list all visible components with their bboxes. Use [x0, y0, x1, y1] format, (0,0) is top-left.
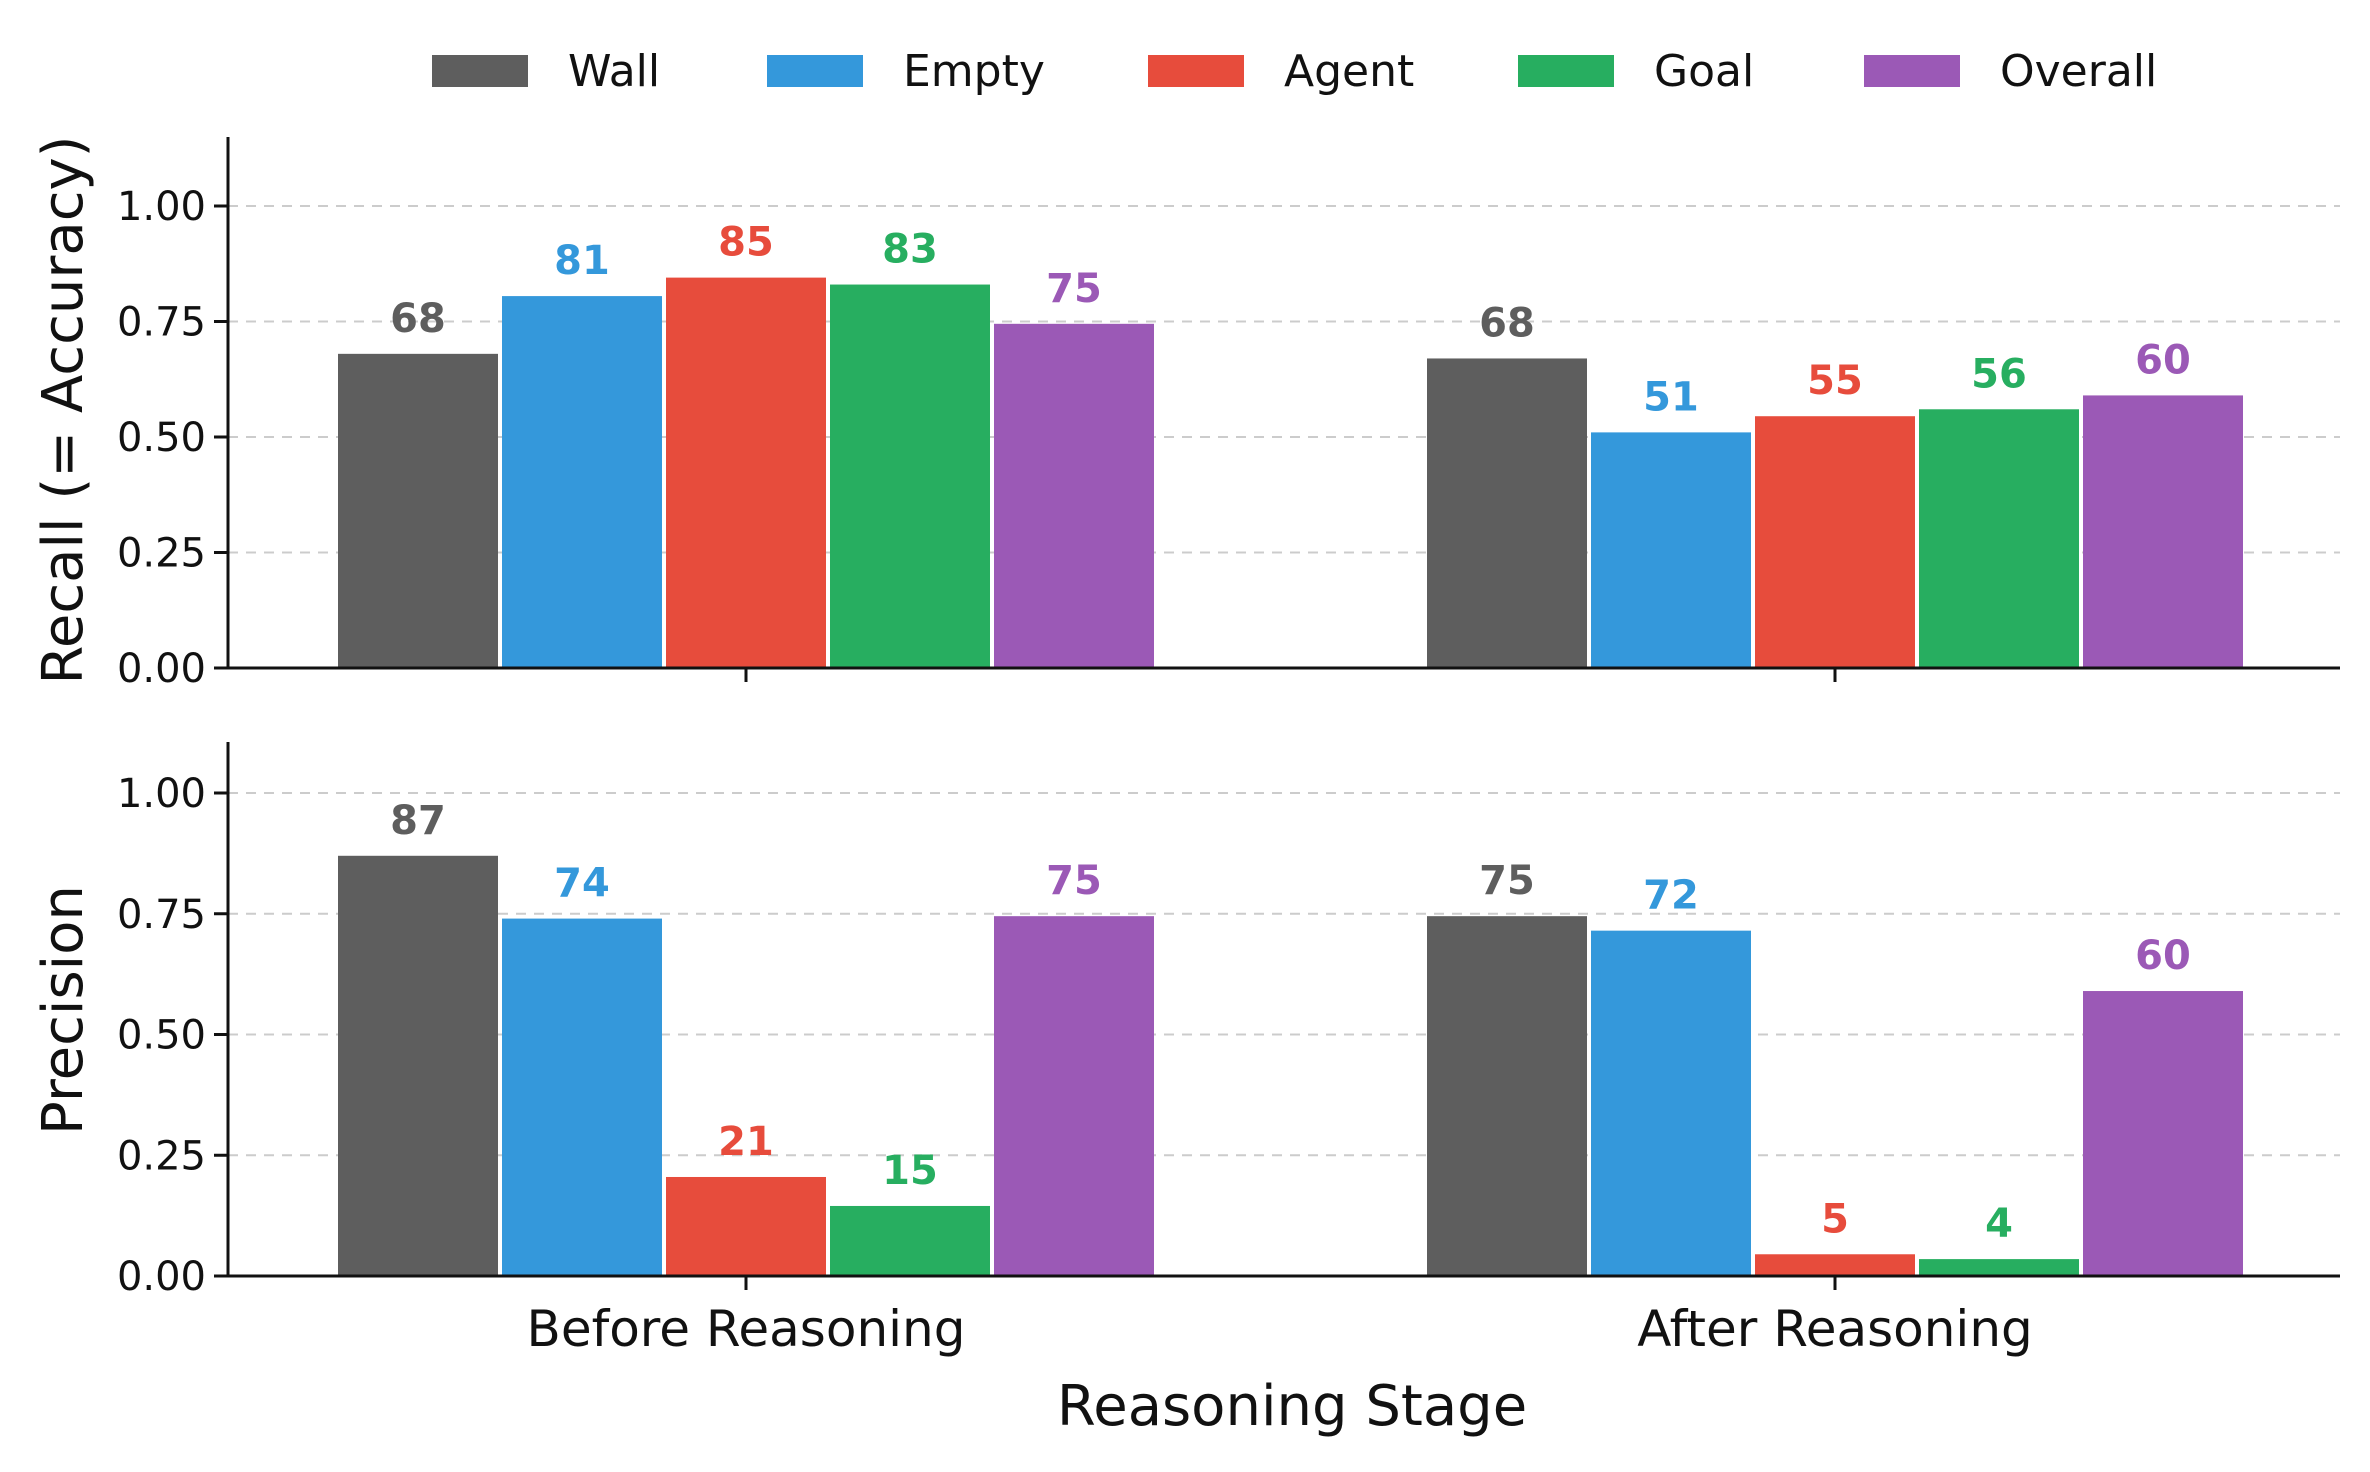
legend-swatch-goal: [1518, 55, 1614, 87]
y-tick-label: 0.25: [117, 531, 206, 577]
y-tick-label: 1.00: [117, 184, 206, 230]
bar-agent-after-reasoning: [1755, 416, 1915, 668]
precision-panel: 0.00 0.25 0.50 0.75 1.00 87 75 74 72 21 5 15 4 75 60 Be…: [31, 742, 2340, 1358]
y-tick-label: 0.75: [117, 300, 206, 346]
y-tick-label: 0.50: [117, 415, 206, 461]
y-tick-label: 0.25: [117, 1133, 206, 1179]
bar-wall-after-reasoning: [1427, 916, 1587, 1276]
data-label-goal: 56: [1971, 351, 2027, 397]
legend-swatch-overall: [1864, 55, 1960, 87]
bar-agent-after-reasoning: [1755, 1254, 1915, 1276]
data-label-wall: 87: [390, 798, 446, 844]
data-label-empty: 51: [1643, 374, 1699, 420]
legend-swatch-wall: [432, 55, 528, 87]
y-tick-label: 0.50: [117, 1013, 206, 1059]
data-label-empty: 72: [1643, 873, 1699, 919]
data-label-agent: 55: [1807, 358, 1863, 404]
bar-empty-after-reasoning: [1591, 432, 1751, 668]
legend-swatch-agent: [1148, 55, 1244, 87]
legend-label-goal: Goal: [1654, 46, 1754, 97]
bar-goal-after-reasoning: [1919, 409, 2079, 668]
data-label-empty: 81: [554, 238, 610, 284]
data-label-goal: 15: [882, 1148, 938, 1194]
bar-overall-before-reasoning: [994, 916, 1154, 1276]
legend: Wall Empty Agent Goal Overall: [432, 46, 2157, 97]
bar-empty-after-reasoning: [1591, 930, 1751, 1276]
bar-goal-before-reasoning: [830, 284, 990, 668]
data-label-wall: 68: [1479, 300, 1535, 346]
data-label-goal: 83: [882, 227, 938, 273]
bar-goal-after-reasoning: [1919, 1259, 2079, 1276]
legend-swatch-empty: [767, 55, 863, 87]
legend-label-agent: Agent: [1284, 46, 1414, 97]
data-label-agent: 21: [718, 1119, 774, 1165]
data-label-agent: 5: [1821, 1196, 1849, 1242]
data-label-overall: 75: [1046, 266, 1102, 312]
bar-agent-before-reasoning: [666, 277, 826, 668]
bar-wall-before-reasoning: [338, 353, 498, 668]
y-tick-label: 1.00: [117, 771, 206, 817]
bar-agent-before-reasoning: [666, 1176, 826, 1276]
x-axis-title: Reasoning Stage: [1057, 1374, 1527, 1439]
x-tick-label-before-reasoning: Before Reasoning: [527, 1300, 966, 1358]
data-label-overall: 60: [2135, 337, 2191, 383]
legend-label-wall: Wall: [568, 46, 660, 97]
bar-empty-before-reasoning: [502, 296, 662, 668]
y-tick-label: 0.00: [117, 646, 206, 692]
bar-overall-after-reasoning: [2083, 991, 2243, 1276]
bar-overall-after-reasoning: [2083, 395, 2243, 668]
y-axis-title: Recall (= Accuracy): [31, 136, 96, 685]
bar-goal-before-reasoning: [830, 1205, 990, 1276]
bar-empty-before-reasoning: [502, 918, 662, 1276]
data-label-wall: 68: [390, 296, 446, 342]
legend-label-overall: Overall: [2000, 46, 2157, 97]
data-label-agent: 85: [718, 220, 774, 266]
data-label-goal: 4: [1985, 1201, 2013, 1247]
data-label-overall: 60: [2135, 933, 2191, 979]
data-label-wall: 75: [1479, 858, 1535, 904]
data-label-overall: 75: [1046, 858, 1102, 904]
data-label-empty: 74: [554, 861, 610, 907]
y-tick-label: 0.75: [117, 892, 206, 938]
bar-wall-after-reasoning: [1427, 358, 1587, 668]
bar-overall-before-reasoning: [994, 323, 1154, 668]
y-tick-label: 0.00: [117, 1254, 206, 1300]
x-tick-label-after-reasoning: After Reasoning: [1637, 1300, 2033, 1358]
bar-wall-before-reasoning: [338, 855, 498, 1276]
y-axis-title: Precision: [31, 885, 96, 1135]
recall-panel: 0.00 0.25 0.50 0.75 1.00 68 68 81 51 85 55 83 56 75 60…: [31, 136, 2340, 692]
legend-label-empty: Empty: [903, 46, 1045, 97]
